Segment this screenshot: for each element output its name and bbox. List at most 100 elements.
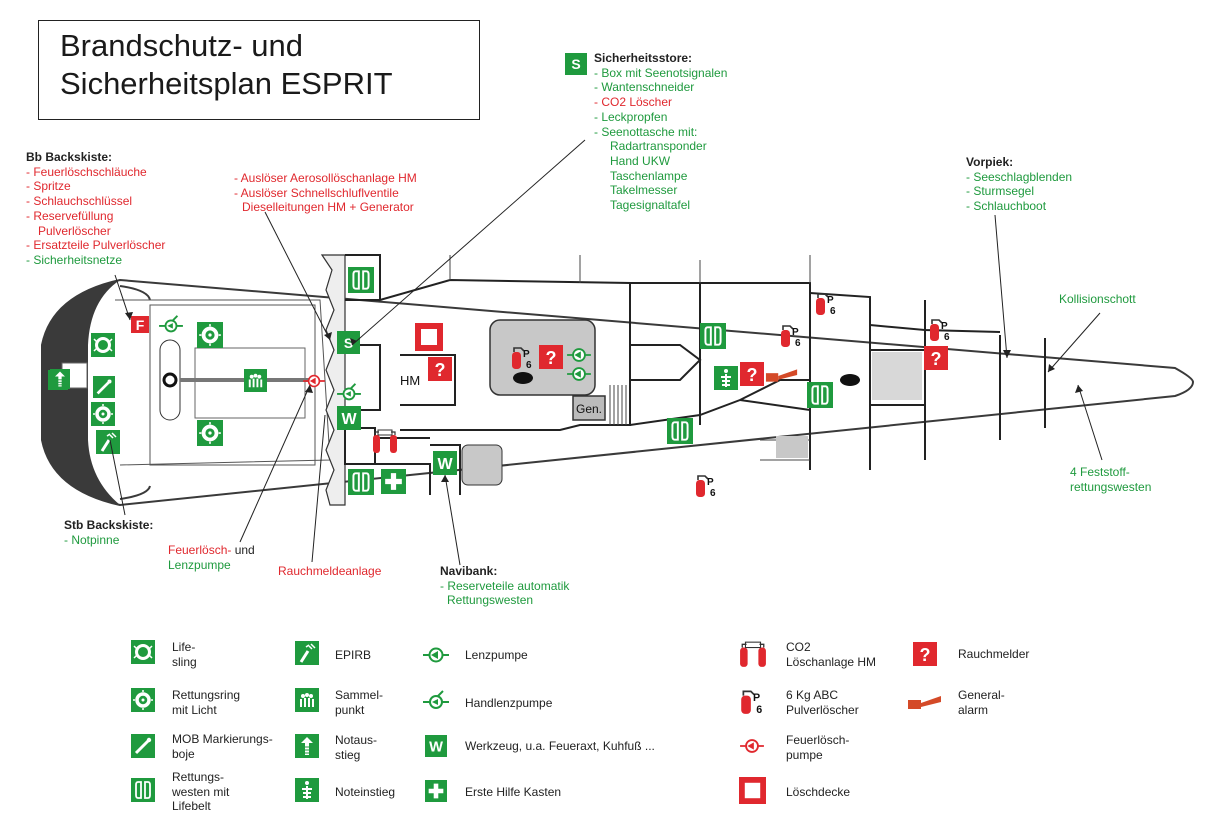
s-label: S <box>344 335 353 351</box>
feuerloesch-part-2: und <box>231 543 255 557</box>
navibank-heading: Navibank: <box>440 564 498 578</box>
legend-handlenzpumpe-icon <box>421 689 451 710</box>
mast-step-1 <box>513 372 533 384</box>
legend-label-lifesling: Life- sling <box>172 640 197 669</box>
ring-icon <box>91 402 115 426</box>
feuerloesch-part-1: Feuerlösch- <box>168 543 232 557</box>
mob-boje-icon <box>93 376 115 398</box>
legend-alarm-line-1: General- <box>958 688 1005 702</box>
legend-handlenz-line-1: Handlenzpumpe <box>465 696 553 710</box>
interior-walls <box>344 254 1046 495</box>
bb-item-1: - Feuerlöschschläuche <box>26 164 147 179</box>
store-item-4: - Leckpropfen <box>594 109 668 124</box>
legend-lifesling-icon <box>131 640 155 664</box>
legend-label-feuerloeschpumpe: Feuerlösch- pumpe <box>786 733 849 762</box>
rauchmelder-icon-2 <box>539 345 563 369</box>
legend-epirb-line-1: EPIRB <box>335 648 372 662</box>
arrowhead-7 <box>125 312 133 320</box>
mast-step-2 <box>840 374 860 386</box>
bb-item-4: - Reservefüllung <box>26 208 114 223</box>
callout-feuerloesch-lenz: Feuerlösch- und Lenzpumpe <box>168 543 255 572</box>
legend-label-sammelpunkt: Sammel- punkt <box>335 688 383 717</box>
ausloeser-item-3: Dieselleitungen HM + Generator <box>242 200 414 215</box>
legend-co2-line-2: Löschanlage HM <box>786 654 877 669</box>
rauchmelder-icon-3 <box>740 362 764 386</box>
legend-weste-line-3: Lifebelt <box>172 799 211 813</box>
legend-label-co2: CO2 Löschanlage HM <box>786 640 876 669</box>
legend-noteinstieg-line-1: Noteinstieg <box>335 785 396 799</box>
legend-label-lenzpumpe: Lenzpumpe <box>465 648 528 663</box>
legend-rettungsweste-icon <box>131 778 155 802</box>
legend-label-noteinstieg: Noteinstieg <box>335 785 395 800</box>
notausstieg-icon-stern <box>50 369 70 389</box>
bb-item-3: - Schlauchschlüssel <box>26 194 133 209</box>
s-box <box>337 331 360 354</box>
werkzeug-icon-2 <box>433 451 457 475</box>
legend-label-pulverloescher: 6 Kg ABC Pulverlöscher <box>786 688 859 717</box>
legend-erste-hilfe-icon <box>425 780 447 802</box>
legend-pulver-line-1: 6 Kg ABC <box>786 688 839 702</box>
callout-rauchmeldeanlage: Rauchmeldeanlage <box>278 564 382 578</box>
legend-label-rauchmelder: Rauchmelder <box>958 647 1029 662</box>
legend-rettungsring-line-1: Rettungsring <box>172 688 241 702</box>
legend-pulverloescher-icon <box>740 690 764 716</box>
legend-lenz-line-1: Lenzpumpe <box>465 648 528 662</box>
ausloeser-item-1: - Auslöser Aerosollöschanlage HM <box>234 171 417 185</box>
legend-decke-line-1: Löschdecke <box>786 785 851 799</box>
legend-label-handlenzpumpe: Handlenzpumpe <box>465 696 552 711</box>
rauchmelder-icon-1 <box>428 357 452 381</box>
legend-weste-line-2: westen mit <box>172 784 230 799</box>
legend-label-epirb: EPIRB <box>335 648 371 663</box>
store-item-3: - CO2 Löscher <box>594 95 673 110</box>
store-subitem-3: Taschenlampe <box>610 168 688 183</box>
callout-kollisionschott: Kollisionschott <box>1059 292 1136 306</box>
legend-loeschdecke-icon <box>739 777 766 804</box>
legend-alarm-line-2: alarm <box>958 702 989 717</box>
generator-label: Gen. <box>576 402 602 416</box>
store-item-1: - Box mit Seenotsignalen <box>594 65 728 80</box>
bb-item-7: - Sicherheitsnetze <box>26 252 123 267</box>
bb-item-2: - Spritze <box>26 179 71 194</box>
navibank-item-1: - Reserveteile automatik <box>440 578 570 593</box>
legend-ersthilfe-line-1: Erste Hilfe Kasten <box>465 785 562 799</box>
arrowhead-4 <box>1075 385 1083 393</box>
store-item-5: - Seenottasche mit: <box>594 124 698 139</box>
feststoff-line-1: 4 Feststoff- <box>1070 465 1130 479</box>
callout-ausloeser: - Auslöser Aerosollöschanlage HM - Auslö… <box>234 171 417 215</box>
legend-feuerloeschpumpe-icon <box>739 738 765 754</box>
vorpiek-item-3: - Schlauchboot <box>966 199 1047 214</box>
legend-sammelpunkt-icon <box>295 688 319 712</box>
ausloeser-item-2: - Auslöser Schnellschluflventile <box>234 185 399 200</box>
legend-rauchmelder-icon <box>913 642 937 666</box>
legend-weste-line-1: Rettungs- <box>172 770 225 784</box>
noteinstieg-icon <box>714 366 738 390</box>
legend-co2-icon <box>739 641 767 668</box>
legend-label-rettungsweste: Rettungs- westen mit Lifebelt <box>172 770 229 814</box>
lifesling-icon-cockpit-2 <box>197 420 223 446</box>
pulverloescher-icon-4 <box>695 475 717 499</box>
loeschdecke-icon <box>415 323 443 351</box>
legend-lifesling-line-1: Life- <box>172 640 196 654</box>
rettungsweste-icon-5 <box>667 418 693 444</box>
legend-mob-boje-icon <box>131 734 155 758</box>
leader-lines <box>109 139 1103 566</box>
legend-lifesling-line-2: sling <box>172 654 197 669</box>
legend-notaus-line-1: Notaus- <box>335 733 378 747</box>
sammelpunkt-icon <box>243 369 268 392</box>
navibank-item-2: Rettungswesten <box>447 593 534 608</box>
title-box: Brandschutz- und Sicherheitsplan ESPRIT <box>38 20 480 120</box>
legend-rettungsring-line-2: mit Licht <box>172 702 217 717</box>
legend-epirb-icon <box>295 641 319 665</box>
legend-generalalarm-icon <box>908 696 941 709</box>
legend-noteinstieg-icon <box>295 778 319 802</box>
arrowhead-3 <box>1048 364 1055 372</box>
lifesling-icon-cockpit-1 <box>197 322 223 348</box>
vorpiek-heading: Vorpiek: <box>966 155 1014 169</box>
werkzeug-icon-1 <box>337 406 361 430</box>
feuerloesch-line-2: Lenzpumpe <box>168 557 231 572</box>
legend-sammel-line-2: punkt <box>335 702 365 717</box>
legend-werkzeug-line-1: Werkzeug, u.a. Feueraxt, Kuhfuß ... <box>465 739 655 753</box>
legend-co2-line-1: CO2 <box>786 640 811 654</box>
store-subitem-5: Tagesignaltafel <box>610 198 691 213</box>
